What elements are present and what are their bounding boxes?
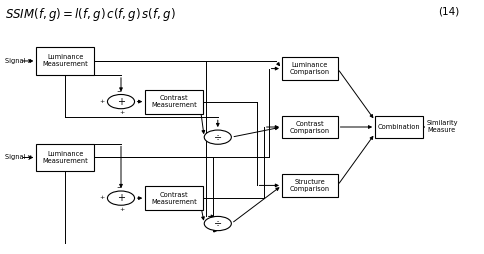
- Text: Contrast
Measurement: Contrast Measurement: [151, 95, 197, 108]
- Text: Signal x: Signal x: [5, 58, 31, 64]
- Bar: [36, 47, 94, 75]
- Text: Luminance
Comparison: Luminance Comparison: [290, 62, 330, 75]
- Text: (14): (14): [438, 6, 459, 16]
- Text: Structure
Comparison: Structure Comparison: [290, 179, 330, 192]
- Bar: [145, 90, 203, 114]
- Text: ÷: ÷: [214, 132, 222, 142]
- Text: ÷: ÷: [214, 218, 222, 229]
- Bar: [375, 116, 424, 138]
- Text: +: +: [120, 207, 125, 212]
- Bar: [36, 144, 94, 171]
- Text: +: +: [117, 97, 125, 107]
- Text: Similarity
Measure: Similarity Measure: [427, 120, 458, 134]
- Bar: [282, 174, 338, 197]
- Text: Combination: Combination: [378, 124, 421, 130]
- Text: +: +: [100, 99, 105, 104]
- Text: Luminance
Measurement: Luminance Measurement: [43, 54, 88, 68]
- Text: +: +: [120, 110, 125, 115]
- Circle shape: [107, 94, 135, 109]
- Bar: [282, 57, 338, 80]
- Text: Contrast
Comparison: Contrast Comparison: [290, 120, 330, 134]
- Circle shape: [107, 191, 135, 205]
- Circle shape: [204, 130, 231, 144]
- Text: −: −: [116, 185, 121, 190]
- Text: Luminance
Measurement: Luminance Measurement: [43, 151, 88, 164]
- Text: Contrast
Measurement: Contrast Measurement: [151, 192, 197, 205]
- Text: +: +: [100, 195, 105, 200]
- Text: $SSIM(f,g) = l(f,g)\,c(f,g)\,s(f,g)$: $SSIM(f,g) = l(f,g)\,c(f,g)\,s(f,g)$: [5, 6, 176, 23]
- Bar: [282, 116, 338, 138]
- Bar: [145, 186, 203, 210]
- Text: −: −: [116, 88, 121, 93]
- Text: +: +: [117, 193, 125, 203]
- Text: Signal y: Signal y: [5, 154, 31, 161]
- Circle shape: [204, 216, 231, 231]
